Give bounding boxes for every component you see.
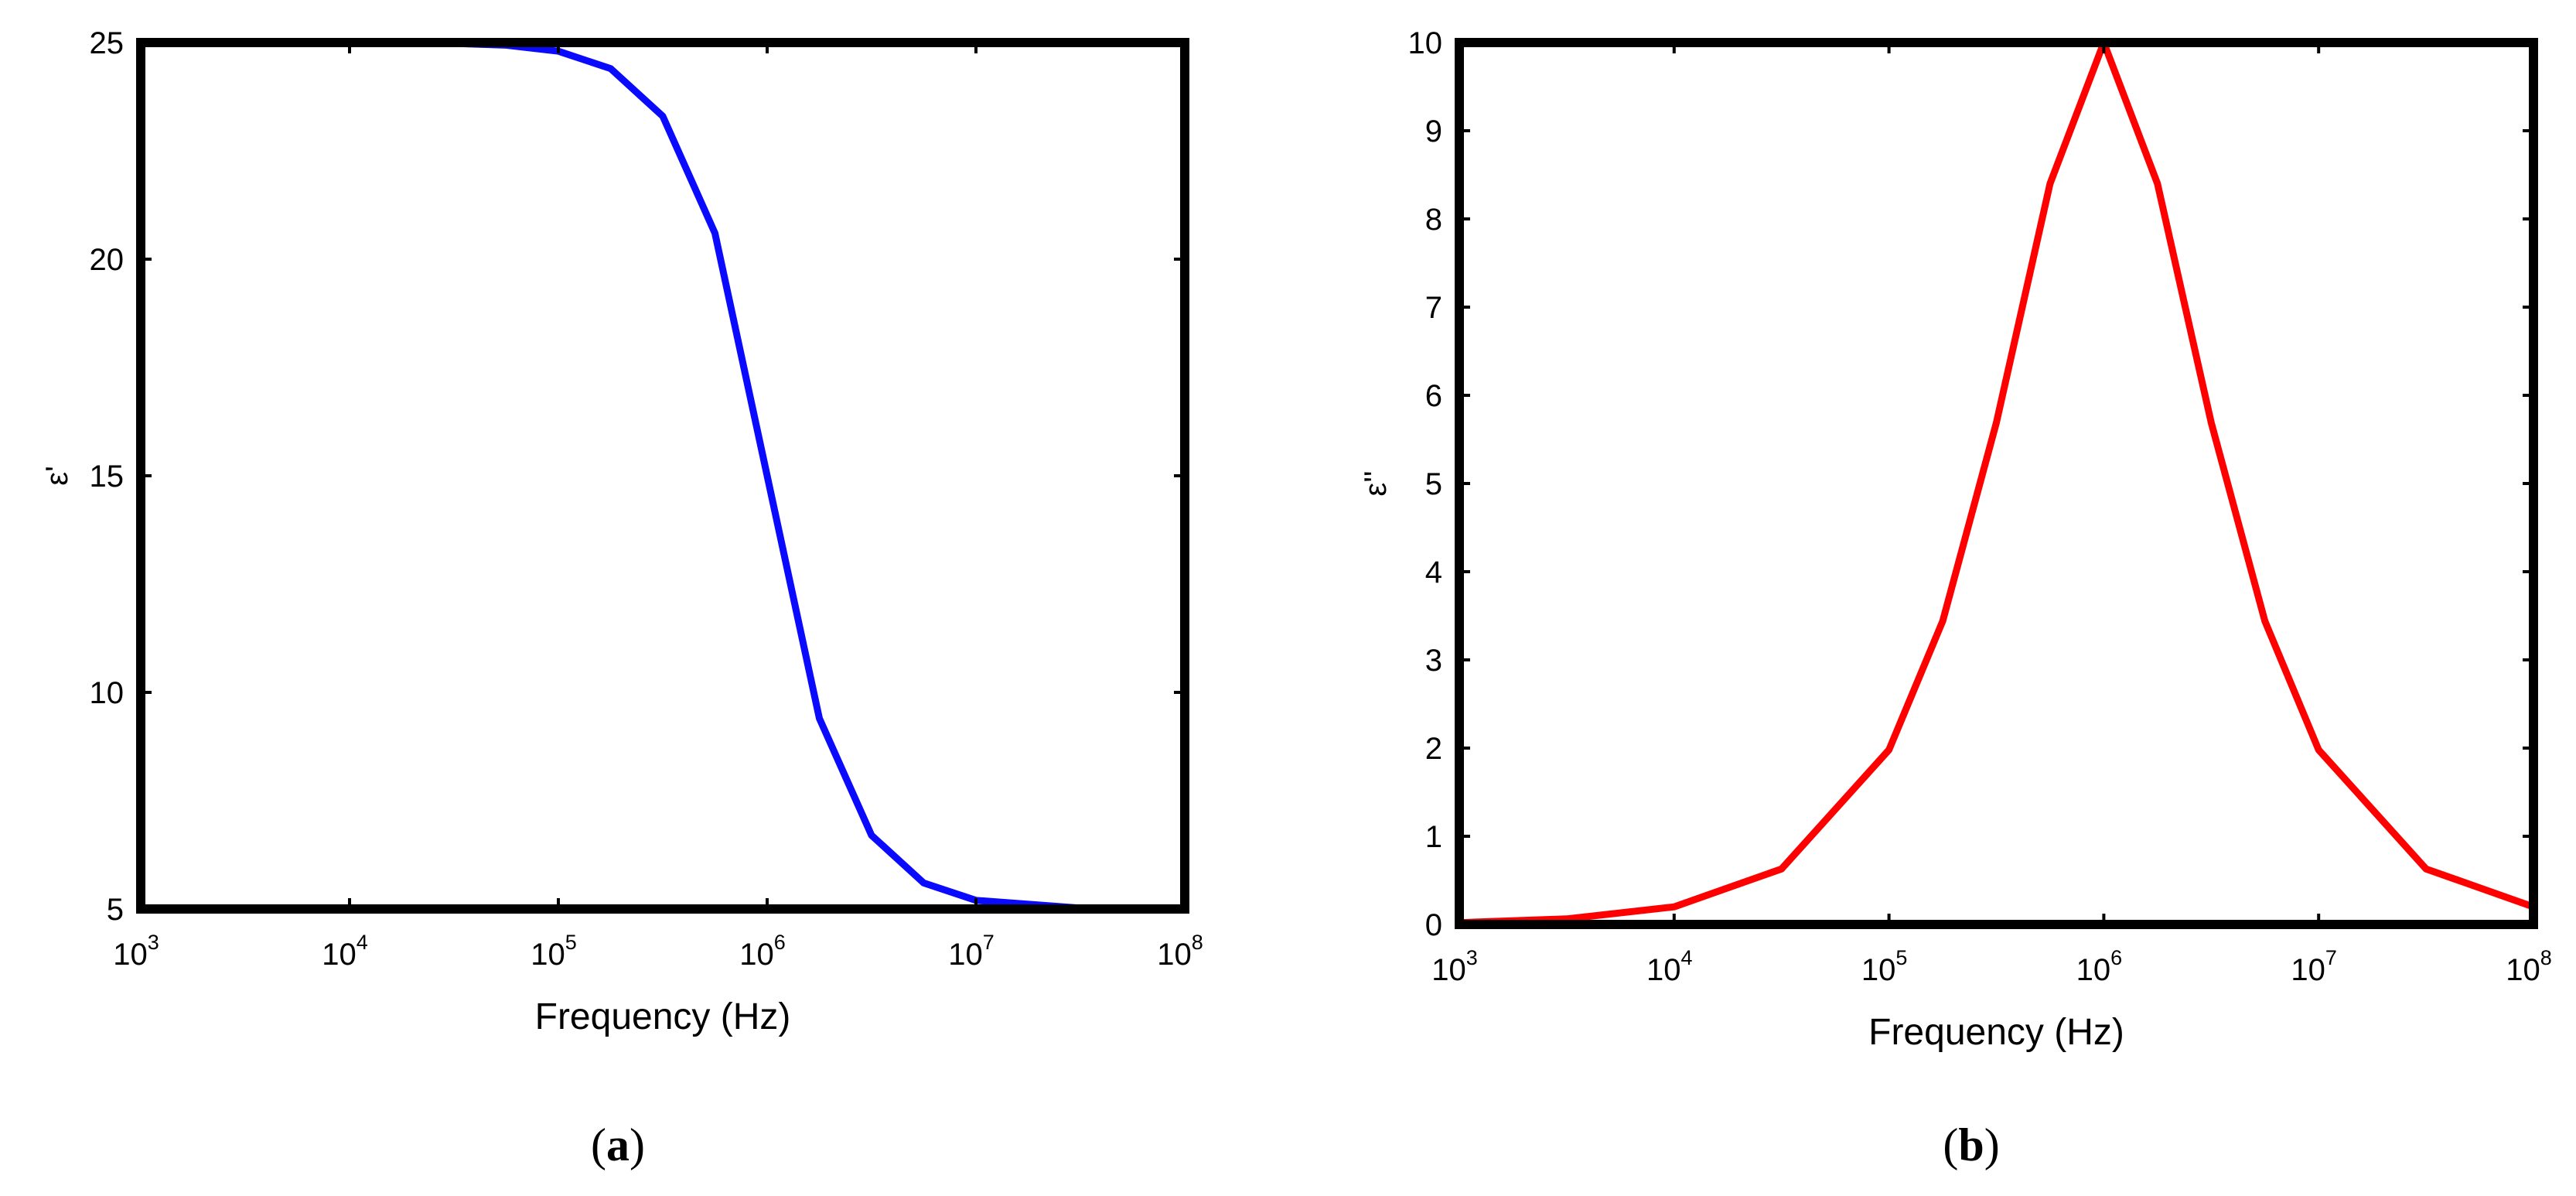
x-tick-label: 107 xyxy=(948,931,995,972)
x-axis-label: Frequency (Hz) xyxy=(1868,1012,2124,1053)
y-tick-label: 0 xyxy=(1425,908,1442,942)
y-tick-label: 7 xyxy=(1425,291,1442,325)
y-tick-label: 2 xyxy=(1425,732,1442,766)
x-tick-label: 103 xyxy=(113,931,159,972)
y-tick-label: 1 xyxy=(1425,820,1442,854)
y-tick-label: 8 xyxy=(1425,203,1442,237)
x-tick-label: 104 xyxy=(1646,946,1693,987)
chart-a-caption: (a) xyxy=(591,1119,645,1170)
y-axis-label: ε' xyxy=(40,466,74,485)
series-line-0 xyxy=(1455,39,2537,927)
x-tick-label: 106 xyxy=(2076,946,2123,987)
y-tick-label: 25 xyxy=(90,26,125,60)
y-tick-label: 10 xyxy=(90,676,125,710)
plot-frame xyxy=(1455,38,2538,929)
x-tick-label: 107 xyxy=(2291,946,2337,987)
y-axis-label: ε'' xyxy=(1359,470,1393,496)
y-tick-label: 5 xyxy=(107,893,124,927)
chart-b: (b) 103 104 105 106 107 108 0 1 2 3 4 5 6 7 8 9 10 Freque… xyxy=(1359,26,2552,1170)
y-tick-label: 5 xyxy=(1425,467,1442,501)
x-tick-label: 108 xyxy=(1157,931,1203,972)
series-line-0 xyxy=(137,39,1189,913)
chart-a: (a) 103 104 105 106 107 108 5 10 15 20 25 Frequency… xyxy=(40,26,1203,1170)
y-tick-label: 9 xyxy=(1425,114,1442,149)
x-tick-label: 106 xyxy=(739,931,786,972)
x-tick-label: 104 xyxy=(322,931,368,972)
y-tick-label: 6 xyxy=(1425,379,1442,413)
y-tick-label: 20 xyxy=(90,243,125,277)
y-tick-label: 4 xyxy=(1425,555,1442,589)
x-tick-label: 105 xyxy=(531,931,577,972)
x-tick-label: 105 xyxy=(1861,946,1908,987)
chart-b-caption: (b) xyxy=(1943,1119,1999,1170)
plot-frame xyxy=(136,38,1189,914)
y-tick-label: 3 xyxy=(1425,644,1442,678)
x-tick-label: 103 xyxy=(1431,946,1478,987)
y-tick-label: 10 xyxy=(1408,26,1443,60)
x-axis-label: Frequency (Hz) xyxy=(535,996,791,1037)
y-tick-label: 15 xyxy=(90,460,125,494)
x-tick-label: 108 xyxy=(2506,946,2552,987)
